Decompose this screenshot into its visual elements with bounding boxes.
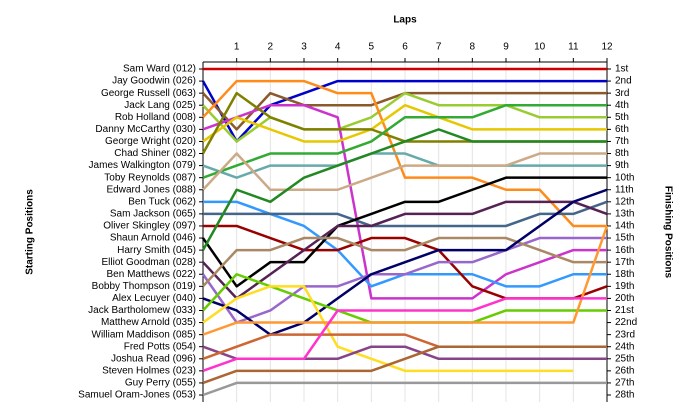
series-name: Guy Perry (055) xyxy=(125,378,196,389)
y2-tick-label: 21st xyxy=(615,305,634,316)
x-tick-label: 8 xyxy=(470,42,476,53)
x-tick-label: 12 xyxy=(601,42,613,53)
series-name: Shaun Arnold (046) xyxy=(110,233,196,244)
x-tick-label: 2 xyxy=(268,42,274,53)
series-line xyxy=(202,297,607,373)
y2-axis-title: Finishing Positions xyxy=(662,186,673,279)
y2-tick-label: 4th xyxy=(615,100,629,111)
y2-tick-label: 15th xyxy=(615,233,634,244)
series-name: Fred Potts (054) xyxy=(124,341,196,352)
x-tick-label: 11 xyxy=(568,42,579,53)
series-line xyxy=(202,103,607,300)
series-name: Edward Jones (088) xyxy=(107,184,197,195)
chart-title: Laps xyxy=(393,15,417,26)
series-name: Steven Holmes (023) xyxy=(102,365,196,376)
y2-tick-label: 5th xyxy=(615,112,629,123)
series-line xyxy=(202,103,607,179)
series-name: Alex Lecuyer (040) xyxy=(112,293,196,304)
y2-tick-label: 25th xyxy=(615,353,634,364)
x-tick-label: 5 xyxy=(369,42,375,53)
y2-tick-label: 28th xyxy=(615,390,634,401)
series-name: George Russell (063) xyxy=(101,88,196,99)
series-line xyxy=(202,345,607,385)
y2-tick-label: 14th xyxy=(615,221,634,232)
series-line xyxy=(202,79,607,228)
y2-tick-label: 24th xyxy=(615,341,634,352)
y2-tick-label: 20th xyxy=(615,293,634,304)
series-name: Ben Tuck (062) xyxy=(128,196,196,207)
y2-tick-label: 7th xyxy=(615,136,629,147)
series-name: George Wright (020) xyxy=(105,136,196,147)
series-name: Danny McCarthy (030) xyxy=(95,124,196,135)
series-line xyxy=(202,103,607,143)
y2-tick-label: 8th xyxy=(615,148,629,159)
y2-tick-label: 10th xyxy=(615,172,634,183)
y2-tick-label: 26th xyxy=(615,365,634,376)
y2-tick-label: 19th xyxy=(615,281,634,292)
y2-tick-label: 1st xyxy=(615,64,629,75)
series-line xyxy=(201,128,607,251)
series-line xyxy=(203,200,608,228)
series-name: Samuel Oram-Jones (053) xyxy=(78,390,196,401)
series-name: Elliot Goodman (028) xyxy=(102,257,197,268)
x-tick-label: 4 xyxy=(335,42,341,53)
series-line xyxy=(202,381,607,397)
y2-tick-label: 13th xyxy=(615,209,634,220)
series-name: Jack Lang (025) xyxy=(124,100,196,111)
y2-tick-label: 17th xyxy=(615,257,634,268)
y2-tick-label: 6th xyxy=(615,124,629,135)
x-tick-label: 6 xyxy=(402,42,408,53)
series-name: Jay Goodwin (026) xyxy=(112,76,196,87)
series-name: William Maddison (085) xyxy=(92,329,196,340)
series-name: Bobby Thompson (019) xyxy=(92,281,196,292)
series-name: Chad Shiner (082) xyxy=(114,148,196,159)
series-line xyxy=(201,176,607,288)
x-tick-label: 3 xyxy=(301,42,307,53)
x-tick-label: 7 xyxy=(436,42,442,53)
series-name: Sam Ward (012) xyxy=(123,64,196,75)
y2-tick-label: 9th xyxy=(615,160,629,171)
series-name: Ben Matthews (022) xyxy=(107,269,197,280)
series-line xyxy=(202,152,607,191)
series-name: Harry Smith (045) xyxy=(117,245,196,256)
y2-tick-label: 11th xyxy=(615,184,634,195)
series-line xyxy=(202,225,609,336)
y2-tick-label: 18th xyxy=(615,269,634,280)
series-name: Jack Bartholomew (033) xyxy=(88,305,196,316)
series-name: Rob Holland (008) xyxy=(115,112,196,123)
y2-tick-label: 16th xyxy=(615,245,634,256)
series-name: Toby Reynolds (087) xyxy=(104,172,196,183)
x-tick-label: 9 xyxy=(503,42,509,53)
series-name: Sam Jackson (065) xyxy=(110,209,196,220)
y2-tick-label: 3rd xyxy=(615,88,629,99)
y2-tick-label: 22nd xyxy=(615,317,637,328)
y2-tick-label: 12th xyxy=(615,196,634,207)
series-line xyxy=(201,236,607,324)
y2-tick-label: 27th xyxy=(615,378,634,389)
y2-tick-label: 23rd xyxy=(615,329,635,340)
x-tick-label: 1 xyxy=(234,42,240,53)
series-name: Oliver Skingley (097) xyxy=(103,221,196,232)
y2-tick-label: 2nd xyxy=(615,76,632,87)
series-line xyxy=(202,200,608,300)
series-name: Matthew Arnold (035) xyxy=(101,317,196,328)
series-line xyxy=(202,152,607,179)
series-line xyxy=(202,236,607,288)
y-axis-title: Starting Positions xyxy=(25,189,36,275)
series-name: James Walkington (079) xyxy=(89,160,196,171)
x-tick-label: 10 xyxy=(534,42,546,53)
series-name: Joshua Read (096) xyxy=(111,353,196,364)
